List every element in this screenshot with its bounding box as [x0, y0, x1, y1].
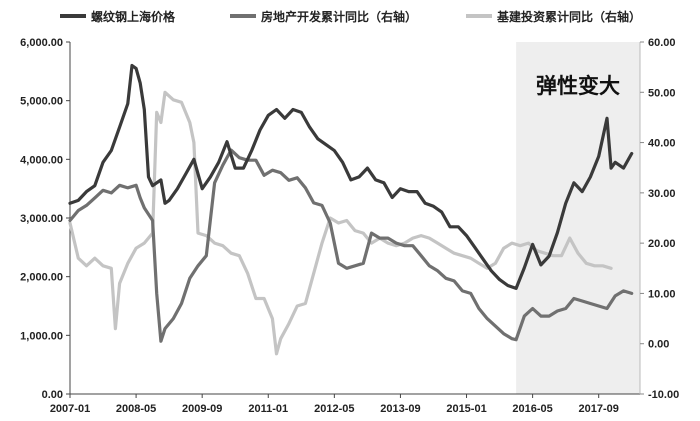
legend-label-rebar: 螺纹钢上海价格	[91, 9, 176, 24]
left-tick-label: 4,000.00	[20, 154, 63, 166]
tick-labels: 0.00 1,000.00 2,000.00 3,000.00 4,000.00 5,00…	[20, 37, 679, 415]
legend-label-property: 房地产开发累计同比（右轴）	[261, 9, 417, 24]
shaded-period	[516, 42, 640, 394]
right-tick-label: 50.00	[648, 87, 676, 99]
x-tick-label: 2013-09	[380, 403, 420, 415]
left-tick-label: 0.00	[42, 389, 63, 401]
right-tick-label: 40.00	[648, 138, 676, 150]
x-tick-label: 2007-01	[50, 403, 90, 415]
series-line-infra	[68, 90, 613, 356]
series-line-rebar	[68, 63, 634, 290]
left-tick-label: 5,000.00	[20, 96, 63, 108]
x-tick-label: 2016-05	[512, 403, 552, 415]
left-tick-label: 6,000.00	[20, 37, 63, 49]
series-lines	[68, 63, 634, 356]
right-tick-label: 60.00	[648, 37, 676, 49]
x-tick-label: 2011-01	[248, 403, 288, 415]
x-tick-label: 2015-01	[446, 403, 486, 415]
annotation-label: 弹性变大	[536, 74, 620, 98]
legend: 螺纹钢上海价格 房地产开发累计同比（右轴） 基建投资累计同比（右轴）	[60, 9, 641, 24]
right-tick-label: 30.00	[648, 188, 676, 200]
left-tick-label: 2,000.00	[20, 272, 63, 284]
left-tick-label: 1,000.00	[20, 330, 63, 342]
x-tick-label: 2017-09	[579, 403, 619, 415]
series-line-property	[68, 148, 634, 343]
legend-label-infra: 基建投资累计同比（右轴）	[496, 9, 641, 24]
x-tick-label: 2012-05	[314, 403, 354, 415]
right-tick-label: 10.00	[648, 288, 676, 300]
x-tick-label: 2009-09	[182, 403, 222, 415]
right-tick-label: 0.00	[648, 339, 669, 351]
right-tick-label: -10.00	[648, 389, 679, 401]
left-tick-label: 3,000.00	[20, 213, 63, 225]
right-tick-label: 20.00	[648, 238, 676, 250]
x-tick-label: 2008-05	[116, 403, 156, 415]
